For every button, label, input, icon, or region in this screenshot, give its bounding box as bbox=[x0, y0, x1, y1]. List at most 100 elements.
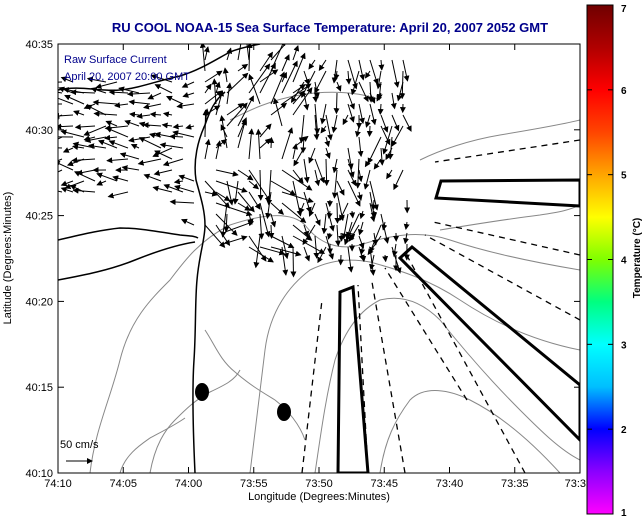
current-vector bbox=[320, 125, 327, 134]
current-vector bbox=[370, 199, 377, 211]
current-vector bbox=[349, 210, 356, 219]
current-vector bbox=[204, 138, 211, 160]
current-vector bbox=[255, 128, 262, 160]
current-vector bbox=[58, 112, 74, 119]
legend-current-label: Raw Surface Current bbox=[64, 54, 167, 66]
current-vector bbox=[292, 235, 326, 254]
current-vector bbox=[96, 180, 107, 186]
sampling-ray bbox=[424, 234, 580, 321]
current-vector bbox=[292, 143, 299, 160]
current-vector bbox=[268, 136, 275, 149]
current-vector bbox=[292, 52, 306, 83]
current-vector bbox=[270, 235, 295, 248]
current-vector bbox=[232, 180, 239, 205]
current-vector bbox=[298, 202, 305, 215]
current-vector bbox=[350, 70, 360, 96]
current-vector bbox=[334, 202, 341, 224]
current-vector bbox=[58, 97, 74, 105]
current-vector bbox=[323, 158, 330, 187]
current-vector bbox=[372, 232, 379, 246]
current-vector bbox=[169, 198, 195, 205]
colorbar-tick-label: 3 bbox=[621, 340, 627, 351]
current-vector bbox=[314, 158, 325, 184]
chart-title: RU COOL NOAA-15 Sea Surface Temperature:… bbox=[111, 20, 549, 35]
current-vector bbox=[281, 83, 312, 105]
current-vector bbox=[211, 78, 218, 105]
current-vector bbox=[270, 213, 277, 228]
current-vector bbox=[303, 246, 311, 262]
current-vector bbox=[130, 143, 140, 150]
current-vector bbox=[203, 46, 210, 61]
current-vector bbox=[303, 191, 312, 214]
y-tick-label: 40:15 bbox=[25, 382, 53, 394]
current-vector bbox=[325, 114, 333, 141]
sampling-rays bbox=[301, 139, 580, 473]
current-vector bbox=[215, 180, 248, 193]
current-vector bbox=[339, 202, 349, 222]
current-vector bbox=[74, 123, 96, 130]
current-vector bbox=[259, 62, 276, 94]
current-vector bbox=[318, 59, 327, 72]
current-vector bbox=[93, 110, 118, 117]
y-tick-label: 40:10 bbox=[25, 468, 53, 480]
current-vector bbox=[154, 150, 173, 160]
current-vector bbox=[108, 140, 129, 149]
x-tick-label: 73:3 bbox=[565, 478, 586, 490]
y-tick-label: 40:20 bbox=[25, 296, 53, 308]
current-vector bbox=[202, 109, 209, 138]
current-vector bbox=[333, 70, 340, 81]
current-vector bbox=[345, 221, 353, 239]
current-vector bbox=[314, 169, 321, 187]
lane-diagonal bbox=[397, 245, 580, 443]
y-axis-title: Latitude (Degrees:Minutes) bbox=[2, 192, 14, 325]
x-tick-label: 74:00 bbox=[175, 478, 203, 490]
current-vector bbox=[349, 232, 356, 241]
current-vector bbox=[248, 128, 255, 160]
current-vector bbox=[313, 114, 320, 141]
x-tick-label: 73:40 bbox=[436, 478, 464, 490]
current-vector bbox=[215, 90, 225, 116]
current-vector bbox=[70, 89, 96, 96]
current-vector bbox=[369, 103, 377, 126]
contour-line bbox=[204, 329, 306, 441]
current-vector bbox=[302, 224, 316, 246]
y-tick-label: 40:35 bbox=[25, 39, 53, 51]
current-vector bbox=[298, 114, 305, 144]
current-vector bbox=[150, 74, 173, 83]
current-vector bbox=[204, 190, 219, 197]
current-vector bbox=[149, 111, 162, 118]
current-vector bbox=[71, 157, 96, 164]
y-tick-label: 40:30 bbox=[25, 125, 53, 137]
current-vector bbox=[237, 191, 255, 213]
current-vector bbox=[270, 202, 285, 215]
current-vector bbox=[85, 104, 107, 116]
current-vector bbox=[136, 112, 151, 119]
current-vector bbox=[380, 114, 389, 133]
current-vector bbox=[308, 147, 316, 164]
current-vector bbox=[223, 213, 230, 233]
colorbar-tick-label: 7 bbox=[621, 4, 627, 15]
current-vector bbox=[253, 235, 261, 269]
current-vector bbox=[237, 202, 251, 211]
current-vector bbox=[181, 81, 195, 88]
current-vector bbox=[325, 147, 331, 159]
lane-horizontal bbox=[434, 178, 580, 208]
current-vector bbox=[347, 158, 355, 178]
current-vector bbox=[335, 81, 342, 92]
current-vector bbox=[358, 59, 366, 81]
current-vector bbox=[162, 111, 173, 118]
current-vector bbox=[357, 221, 364, 236]
current-vector bbox=[159, 142, 184, 149]
current-vector bbox=[325, 235, 335, 260]
contour-line bbox=[379, 390, 561, 473]
current-vector bbox=[357, 136, 364, 158]
current-vector bbox=[204, 83, 212, 94]
current-vector bbox=[90, 87, 107, 94]
current-vector bbox=[312, 92, 319, 103]
current-vector bbox=[226, 47, 233, 61]
current-vector bbox=[326, 232, 333, 240]
current-vector bbox=[119, 152, 140, 160]
current-vector bbox=[237, 95, 254, 127]
current-vector bbox=[58, 123, 74, 130]
current-vector bbox=[402, 59, 410, 82]
